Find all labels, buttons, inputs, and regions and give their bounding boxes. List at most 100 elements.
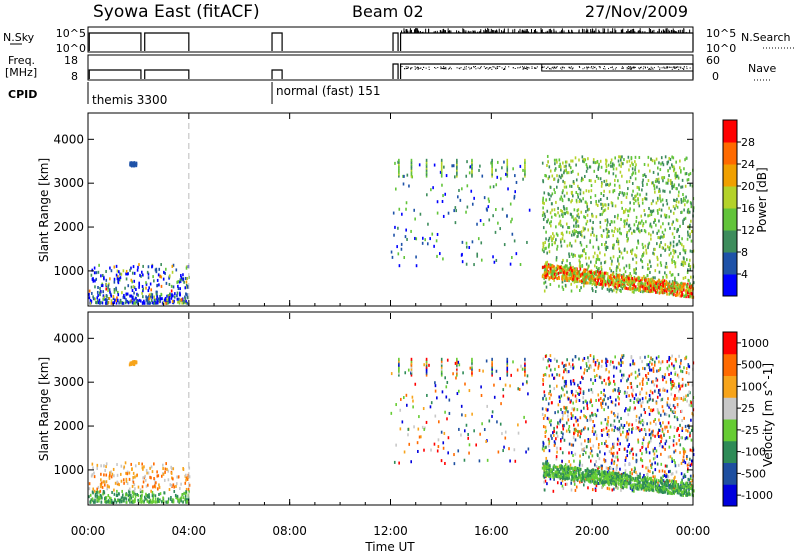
cell [621,275,624,279]
nave-dot [520,66,522,68]
cell [661,176,664,180]
cell [660,440,662,444]
cell [161,500,163,504]
cell [410,164,413,168]
cell [143,465,145,469]
cell [617,274,619,278]
cell [425,361,428,365]
cell [689,232,691,236]
cell [398,174,400,178]
cell [564,160,567,164]
cell [176,297,179,301]
cell [185,490,187,494]
cell [147,265,150,269]
cell [126,299,128,303]
cell [583,249,586,253]
cell [572,443,575,447]
cell [643,408,646,412]
cell [172,285,175,289]
nave-dot [416,67,418,69]
cell [542,201,544,205]
cell [650,463,652,467]
cell [647,243,650,247]
cell [621,373,623,377]
cell [630,468,633,472]
cell [595,373,598,377]
cell [156,284,158,288]
cell [633,281,635,285]
cell [152,498,154,502]
cell [508,447,510,451]
cell [567,418,570,422]
cell [456,158,458,162]
nave-dot [497,66,499,68]
cell [440,170,443,174]
cell [426,242,429,246]
cell [506,158,509,162]
cell [633,201,635,205]
cell [581,264,584,268]
cell [676,396,678,400]
cell [647,372,650,376]
cell [436,211,439,215]
cell [621,155,623,159]
cell [684,262,687,266]
cell [543,390,546,394]
cell [109,473,111,477]
cell [101,273,104,277]
cell [167,294,170,298]
cell [622,430,624,434]
cell [545,460,547,464]
cell [630,250,633,254]
cell [179,291,181,295]
cell [642,423,644,427]
cell [671,362,673,366]
cell [673,292,675,296]
cell [565,230,568,234]
cell [611,282,614,286]
cell [665,290,668,294]
cell [676,429,678,433]
cell [671,457,673,461]
cell [551,237,553,241]
cell [434,389,437,393]
cell [620,161,623,165]
nave-dot [517,67,519,69]
cell [633,288,636,292]
cell [123,465,126,469]
cell [423,363,425,367]
cell [148,500,151,504]
cell [595,398,597,402]
nave-dot [633,67,635,69]
cell [154,494,157,498]
cell [132,495,134,499]
cell [175,495,177,499]
cell [612,243,614,247]
cell [619,467,621,471]
cell [548,441,550,445]
cell [145,298,148,302]
cell [563,393,566,397]
cell [93,471,95,475]
cell [669,356,672,360]
cell [561,237,564,241]
nave-dot [525,67,527,69]
cell [418,435,421,439]
cell [666,464,668,468]
cell [652,170,655,174]
cell [644,396,647,400]
cell [468,389,471,393]
cell [165,462,167,466]
cell [165,500,167,504]
cell [483,196,486,200]
cell [131,280,134,284]
cell [595,414,598,418]
cell [679,289,681,293]
cell [609,275,611,279]
cell [151,490,154,494]
cell [506,369,509,373]
cell [674,262,676,266]
cell [669,469,671,473]
nsky-right-tick-bottom: 10^0 [706,42,736,55]
cell [591,411,593,415]
